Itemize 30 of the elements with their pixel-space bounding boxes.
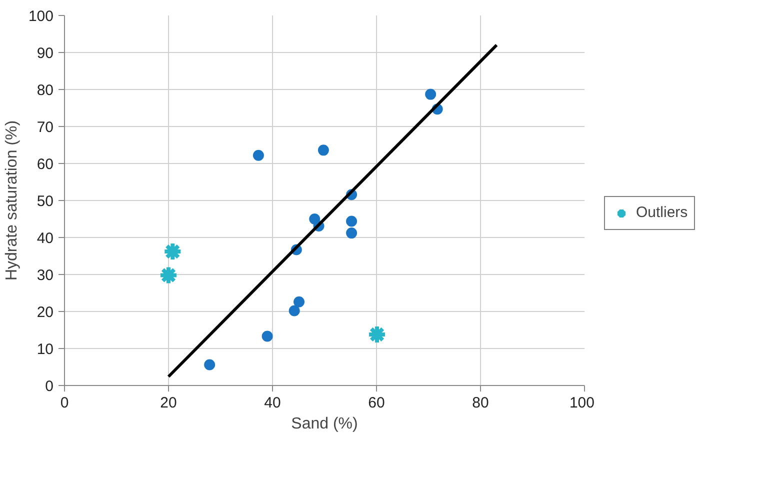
point xyxy=(294,296,305,308)
point xyxy=(262,330,273,342)
y-tick-label: 40 xyxy=(36,230,54,247)
y-tick-label: 10 xyxy=(36,341,54,358)
y-tick-label: 100 xyxy=(28,8,54,25)
y-tick-label: 0 xyxy=(45,378,54,395)
y-tick-label: 30 xyxy=(36,267,54,284)
point xyxy=(425,88,436,100)
y-tick-label: 90 xyxy=(36,45,54,62)
legend-label: Outliers xyxy=(636,204,688,221)
x-tick-label: 60 xyxy=(368,394,385,412)
x-tick-label: 100 xyxy=(569,394,595,412)
point xyxy=(346,228,358,239)
y-tick-label: 20 xyxy=(36,304,54,321)
x-tick-label: 80 xyxy=(472,394,489,412)
point xyxy=(158,265,178,286)
x-tick-label: 20 xyxy=(160,394,177,412)
point xyxy=(252,150,264,161)
point xyxy=(288,305,300,316)
y-tick-label: 70 xyxy=(36,119,54,136)
point xyxy=(204,359,216,370)
x-axis-title: Sand (%) xyxy=(291,416,358,432)
y-axis-title: Hydrate saturation (%) xyxy=(3,120,20,281)
point xyxy=(346,216,358,227)
x-tick-label: 0 xyxy=(60,394,69,412)
y-tick-label: 60 xyxy=(36,156,54,173)
y-tick-label: 50 xyxy=(36,193,54,210)
point xyxy=(318,144,329,156)
y-tick-label: 80 xyxy=(36,82,54,99)
x-tick-label: 40 xyxy=(264,394,281,412)
